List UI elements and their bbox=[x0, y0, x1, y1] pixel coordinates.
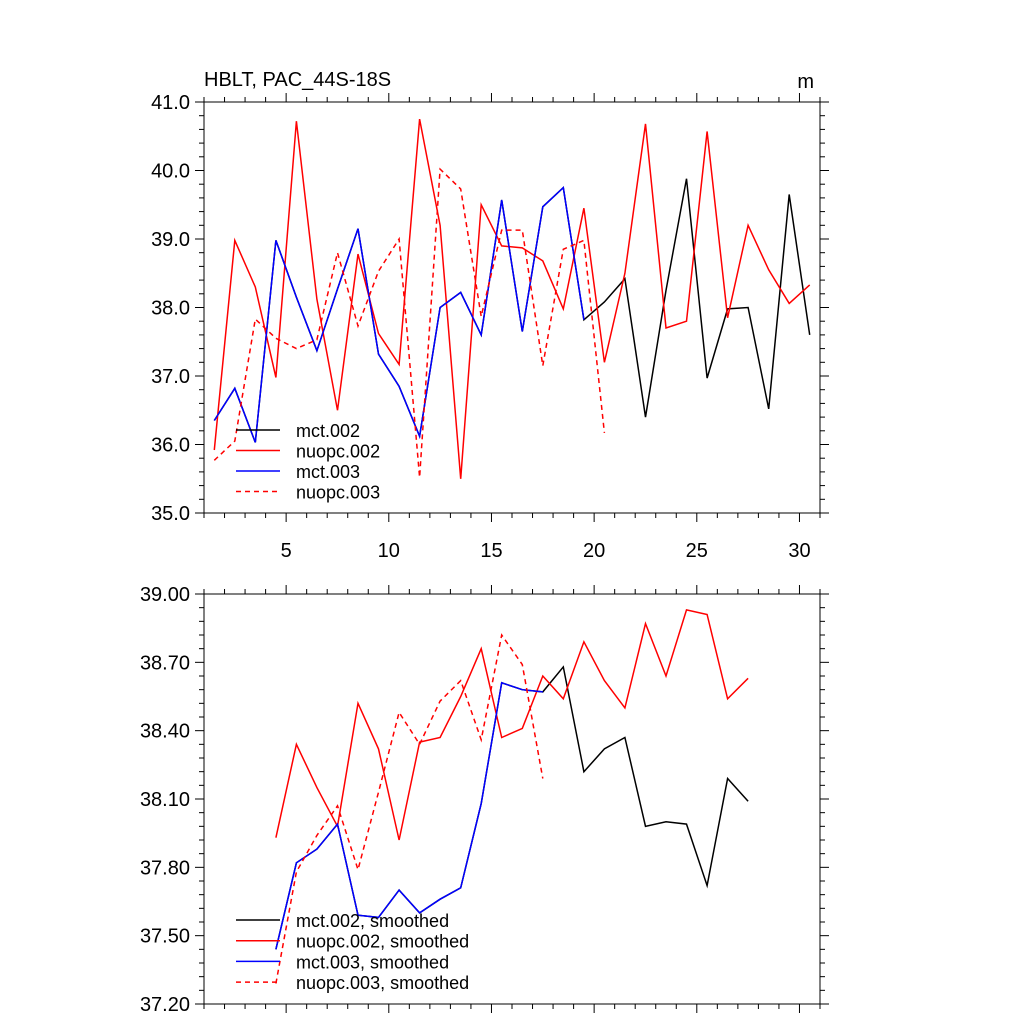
top-panel-hblt: 35.0 36.0 37.0 38.0 39.0 40.0 41.0 5 10 15 20 25 30 H… bbox=[151, 69, 829, 562]
y-tick-label: 38.40 bbox=[140, 721, 190, 743]
series-line-nuopc-002-smoothed bbox=[275, 609, 749, 841]
y-tick-label: 37.80 bbox=[140, 857, 190, 879]
x-tick-label: 10 bbox=[378, 540, 400, 562]
legend-label: mct.003, smoothed bbox=[296, 952, 449, 972]
legend-label: nuopc.003, smoothed bbox=[296, 973, 469, 993]
series-line-nuopc-003 bbox=[213, 167, 606, 478]
legend-label: nuopc.002, smoothed bbox=[296, 932, 469, 952]
x-tick-label: 5 bbox=[281, 540, 292, 562]
units-label: m bbox=[797, 71, 814, 93]
legend-label: mct.002, smoothed bbox=[296, 911, 449, 931]
y-tick-label: 39.00 bbox=[140, 584, 190, 606]
x-tick-label: 15 bbox=[480, 540, 502, 562]
y-tick-label: 37.20 bbox=[140, 994, 190, 1016]
y-tick-label: 40.0 bbox=[151, 161, 190, 183]
legend-label: mct.002 bbox=[296, 421, 360, 441]
legend-label: nuopc.002 bbox=[296, 442, 380, 462]
chart-title: HBLT, PAC_44S-18S bbox=[204, 69, 391, 91]
series-line-nuopc-003-smoothed bbox=[275, 633, 544, 984]
series-line-mct-003 bbox=[213, 186, 585, 443]
legend-label: nuopc.003 bbox=[296, 483, 380, 503]
y-tick-label: 38.10 bbox=[140, 789, 190, 811]
y-tick-label: 38.0 bbox=[151, 298, 190, 320]
y-tick-label: 38.70 bbox=[140, 652, 190, 674]
series-line-mct-003-smoothed bbox=[275, 681, 543, 950]
y-tick-label: 41.0 bbox=[151, 92, 190, 114]
x-tick-label: 25 bbox=[686, 540, 708, 562]
series-line-mct-002 bbox=[213, 178, 811, 443]
bottom-panel-hblt-smoothed: 37.20 37.50 37.80 38.10 38.40 38.70 39.00 mct.0… bbox=[140, 584, 829, 1016]
y-tick-label: 37.0 bbox=[151, 366, 190, 388]
x-tick-label: 20 bbox=[583, 540, 605, 562]
series-line-nuopc-002 bbox=[213, 118, 811, 479]
x-tick-label: 30 bbox=[788, 540, 810, 562]
y-tick-label: 36.0 bbox=[151, 435, 190, 457]
y-tick-label: 37.50 bbox=[140, 926, 190, 948]
series-line-mct-002-smoothed bbox=[275, 665, 749, 950]
y-tick-label: 39.0 bbox=[151, 229, 190, 251]
legend-label: mct.003 bbox=[296, 462, 360, 482]
y-tick-label: 35.0 bbox=[151, 503, 190, 525]
